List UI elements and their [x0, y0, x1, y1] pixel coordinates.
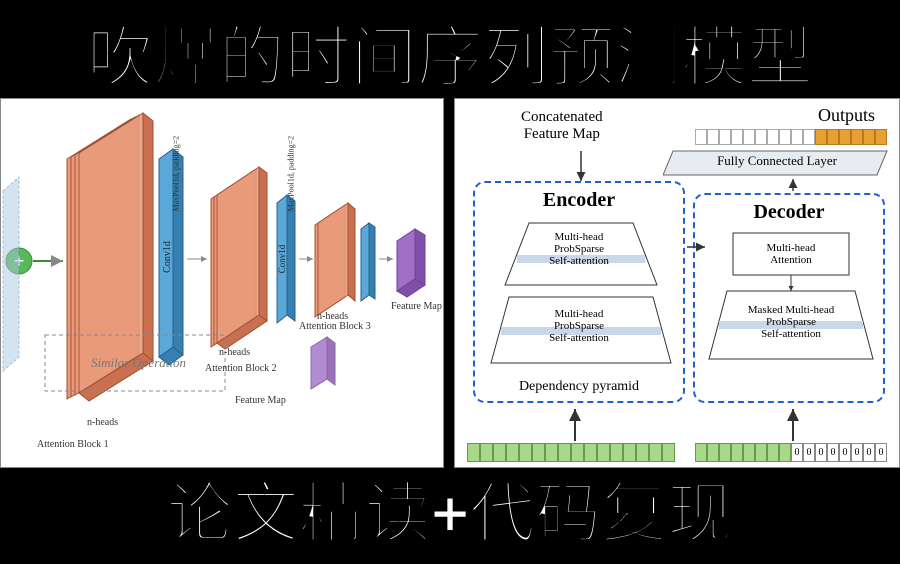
attention-block-3	[315, 203, 355, 317]
similar-operation-label: Similar Operation	[91, 355, 186, 371]
svg-text:Conv1d: Conv1d	[162, 241, 173, 273]
left-panel-distilling: + Conv1d	[0, 98, 444, 468]
feature-map-1: Feature Map	[235, 395, 286, 406]
nheads-1: n-heads	[87, 417, 118, 428]
right-arrows	[455, 99, 900, 469]
feature-map-2: Feature Map	[391, 301, 442, 312]
feature-map-out	[397, 229, 425, 297]
right-panel-informer: Outputs Concatenated Feature Map Fully C…	[454, 98, 900, 468]
nheads-2: n-heads	[219, 347, 250, 358]
maxpool-1: MaxPool1d, padding=2	[172, 136, 181, 212]
maxpool-2: MaxPool1d, padding=2	[287, 136, 296, 212]
attn-block-3-label: Attention Block 3	[299, 321, 371, 332]
svg-text:Conv1d: Conv1d	[277, 244, 287, 273]
attn-block-2-label: Attention Block 2	[205, 363, 277, 374]
nheads-3: n-heads	[317, 311, 348, 322]
attention-block-2	[211, 167, 267, 349]
title-bottom: 论文精读+代码复现	[0, 460, 900, 556]
distilling-svg: + Conv1d	[1, 99, 443, 469]
attn-block-1-label: Attention Block 1	[37, 439, 109, 450]
diagram-panels: + Conv1d	[0, 98, 900, 468]
title-top: 吹爆的时间序列预测模型	[0, 4, 900, 100]
